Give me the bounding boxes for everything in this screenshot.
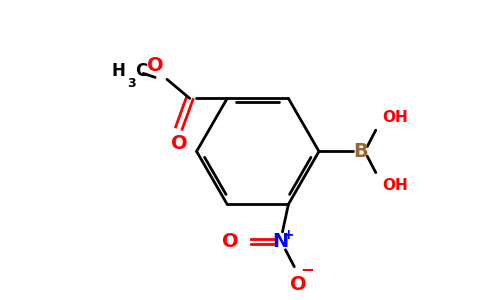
Text: OH: OH: [383, 110, 408, 125]
Text: O: O: [223, 232, 239, 251]
Text: H: H: [112, 62, 125, 80]
Text: 3: 3: [128, 77, 136, 90]
Text: B: B: [353, 142, 368, 161]
Text: N: N: [272, 232, 288, 251]
Text: C: C: [136, 62, 148, 80]
Text: O: O: [148, 56, 164, 75]
Text: O: O: [170, 134, 187, 153]
Text: O: O: [290, 274, 306, 294]
Text: −: −: [300, 260, 314, 278]
Text: OH: OH: [383, 178, 408, 193]
Text: +: +: [283, 228, 294, 242]
